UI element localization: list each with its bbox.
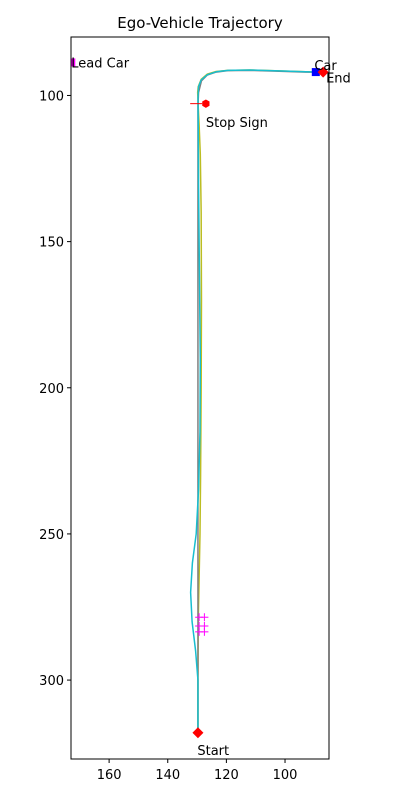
start-marker xyxy=(192,727,204,739)
annotation-stop-sign: Stop Sign xyxy=(206,116,268,131)
end-marker xyxy=(317,66,329,78)
plot-content xyxy=(71,58,320,733)
x-tick-label-160: 160 xyxy=(97,768,122,783)
annotation-end: End xyxy=(326,71,351,86)
lead-car-marker xyxy=(71,58,76,67)
series-line-3 xyxy=(189,69,319,733)
x-tick-label-140: 140 xyxy=(155,768,180,783)
y-tick-label-100: 100 xyxy=(39,89,64,104)
y-tick-label-200: 200 xyxy=(39,382,64,397)
car-marker xyxy=(311,68,320,77)
chart-title: Ego-Vehicle Trajectory xyxy=(117,14,283,32)
annotation-lead-car: Lead Car xyxy=(71,56,129,71)
y-tick-label-250: 250 xyxy=(39,528,64,543)
annotation-start: Start xyxy=(197,744,229,759)
pedestrians-marker-2 xyxy=(200,613,209,622)
pedestrians-marker-6 xyxy=(200,627,209,636)
y-tick-label-150: 150 xyxy=(39,236,64,251)
y-tick-label-300: 300 xyxy=(39,674,64,689)
axes-frame xyxy=(70,36,330,760)
axes: 160 140 120 100 100 150 200 250 300 xyxy=(39,36,330,783)
x-tick-label-100: 100 xyxy=(273,768,298,783)
annotation-car: Car xyxy=(314,59,337,74)
x-tick-label-120: 120 xyxy=(214,768,239,783)
stop-sign-marker xyxy=(202,99,210,108)
